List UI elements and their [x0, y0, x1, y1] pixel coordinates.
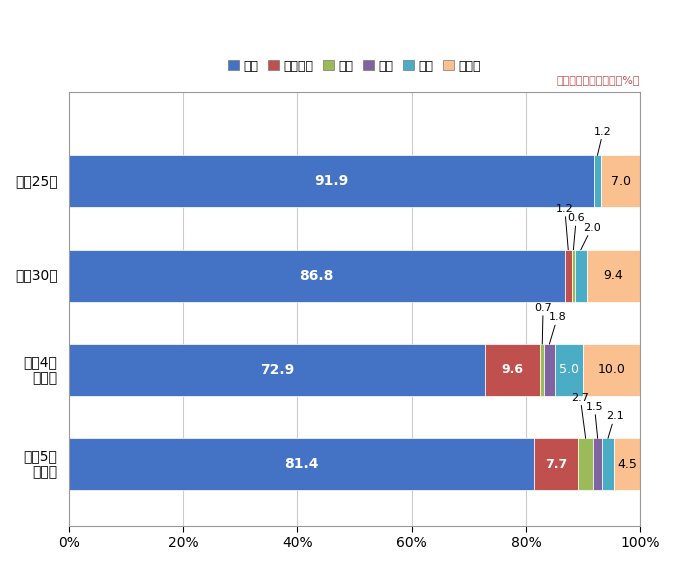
- Bar: [565, 250, 572, 302]
- Text: 1.2: 1.2: [594, 127, 612, 155]
- Text: 7.7: 7.7: [545, 458, 567, 471]
- Bar: [534, 438, 578, 490]
- Legend: 中国, ベトナム, タイ, 韓国, 台湾, その他: 中国, ベトナム, タイ, 韓国, 台湾, その他: [223, 55, 486, 77]
- Text: 1.8: 1.8: [549, 312, 566, 344]
- Bar: [601, 155, 641, 207]
- Bar: [614, 438, 640, 490]
- Text: 0.6: 0.6: [568, 214, 585, 250]
- Bar: [69, 344, 485, 396]
- Text: 9.6: 9.6: [502, 363, 524, 376]
- Text: 枚内の数字は構成比（%）: 枚内の数字は構成比（%）: [557, 75, 641, 85]
- Bar: [593, 438, 602, 490]
- Text: 7.0: 7.0: [611, 175, 631, 188]
- Bar: [578, 438, 593, 490]
- Bar: [594, 155, 601, 207]
- Text: 2.0: 2.0: [580, 223, 601, 250]
- Bar: [485, 344, 540, 396]
- Bar: [575, 250, 587, 302]
- Text: 4.5: 4.5: [617, 458, 637, 471]
- Text: 72.9: 72.9: [260, 363, 294, 377]
- Text: 91.9: 91.9: [315, 175, 348, 188]
- Bar: [540, 344, 544, 396]
- Text: 86.8: 86.8: [300, 269, 334, 282]
- Text: 2.7: 2.7: [571, 393, 589, 438]
- Bar: [587, 250, 641, 302]
- Bar: [602, 438, 614, 490]
- Text: 1.2: 1.2: [556, 204, 574, 250]
- Bar: [572, 250, 575, 302]
- Text: 5.0: 5.0: [559, 363, 578, 376]
- Text: 81.4: 81.4: [284, 457, 319, 471]
- Bar: [583, 344, 641, 396]
- Bar: [69, 250, 565, 302]
- Bar: [544, 344, 555, 396]
- Text: 9.4: 9.4: [603, 269, 623, 282]
- Text: 1.5: 1.5: [586, 402, 603, 438]
- Text: 0.7: 0.7: [534, 303, 552, 344]
- Bar: [69, 155, 594, 207]
- Text: 2.1: 2.1: [605, 411, 624, 438]
- Bar: [555, 344, 583, 396]
- Text: 10.0: 10.0: [598, 363, 626, 376]
- Bar: [69, 438, 534, 490]
